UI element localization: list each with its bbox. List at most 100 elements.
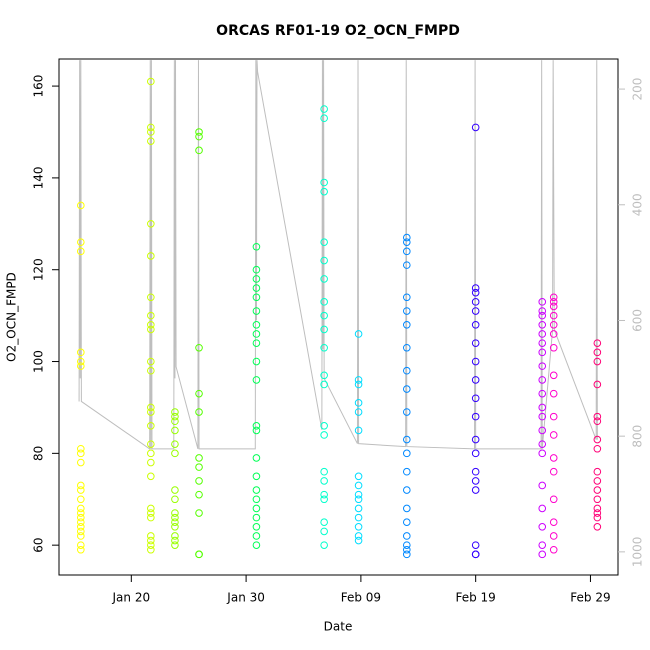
point	[549, 412, 558, 421]
point	[549, 343, 558, 352]
point	[538, 348, 547, 357]
point	[354, 522, 363, 531]
point	[147, 325, 155, 334]
point	[195, 477, 203, 485]
point	[320, 380, 328, 389]
point	[77, 513, 85, 522]
point	[402, 293, 411, 302]
chart-title: ORCAS RF01-19 O2_OCN_FMPD	[216, 23, 460, 39]
point	[195, 454, 203, 462]
point	[471, 435, 480, 444]
point	[471, 541, 480, 549]
x-tick-label: Feb 09	[341, 591, 381, 605]
point	[77, 481, 85, 490]
x-tick-label: Jan 30	[226, 591, 265, 605]
point	[402, 545, 411, 554]
point	[147, 366, 155, 375]
point	[354, 376, 363, 384]
point	[147, 408, 155, 416]
point	[252, 339, 261, 347]
point	[77, 509, 85, 517]
point	[171, 518, 179, 527]
point	[171, 522, 179, 531]
point	[320, 431, 328, 439]
point	[354, 408, 363, 416]
point	[593, 417, 602, 426]
point	[538, 307, 547, 315]
y-tick-label: 100	[32, 350, 46, 373]
point	[195, 550, 203, 559]
point	[252, 307, 261, 315]
point	[252, 472, 261, 481]
y-tick-label: 160	[32, 75, 46, 98]
point	[549, 298, 558, 306]
point	[549, 293, 558, 302]
point	[471, 123, 480, 132]
point	[77, 527, 85, 536]
point	[320, 298, 328, 306]
point	[320, 422, 328, 430]
point	[402, 307, 411, 315]
point	[354, 536, 363, 545]
point	[593, 339, 602, 347]
point	[549, 431, 558, 439]
point	[549, 495, 558, 504]
point	[354, 532, 363, 540]
plot-frame	[58, 58, 619, 576]
point	[252, 495, 261, 504]
point	[402, 247, 411, 256]
point	[147, 532, 155, 540]
point	[252, 284, 261, 292]
y2-tick-label: 400	[631, 193, 645, 216]
point	[538, 311, 547, 320]
point	[171, 449, 179, 458]
x-tick-label: Jan 20	[112, 591, 151, 605]
point	[593, 435, 602, 444]
point	[77, 348, 85, 357]
point	[354, 490, 363, 499]
point	[195, 408, 203, 416]
point	[77, 541, 85, 549]
point	[171, 486, 179, 494]
point	[402, 261, 411, 269]
point	[593, 380, 602, 389]
point	[147, 321, 155, 329]
y2-tick-label: 200	[631, 78, 645, 101]
point	[320, 114, 328, 123]
point	[538, 330, 547, 338]
point	[538, 426, 547, 435]
point	[77, 545, 85, 554]
point	[471, 339, 480, 347]
point	[195, 463, 203, 471]
point	[171, 408, 179, 416]
point	[538, 504, 547, 513]
point	[77, 458, 85, 467]
point	[354, 504, 363, 513]
point	[77, 247, 85, 256]
point	[147, 449, 155, 458]
point	[320, 311, 328, 320]
point	[549, 371, 558, 380]
point	[593, 495, 602, 504]
point	[320, 238, 328, 246]
point	[549, 330, 558, 338]
point	[402, 385, 411, 393]
point	[593, 357, 602, 366]
point	[252, 265, 261, 274]
point	[195, 490, 203, 499]
point	[147, 458, 155, 467]
point	[538, 522, 547, 531]
point	[77, 522, 85, 531]
point	[471, 486, 480, 494]
point	[147, 128, 155, 136]
point	[252, 357, 261, 366]
point	[402, 467, 411, 476]
point	[147, 541, 155, 549]
point	[538, 298, 547, 306]
point	[195, 389, 203, 398]
point	[538, 376, 547, 384]
point	[471, 298, 480, 306]
point	[147, 357, 155, 366]
point	[147, 504, 155, 513]
point	[195, 146, 203, 155]
